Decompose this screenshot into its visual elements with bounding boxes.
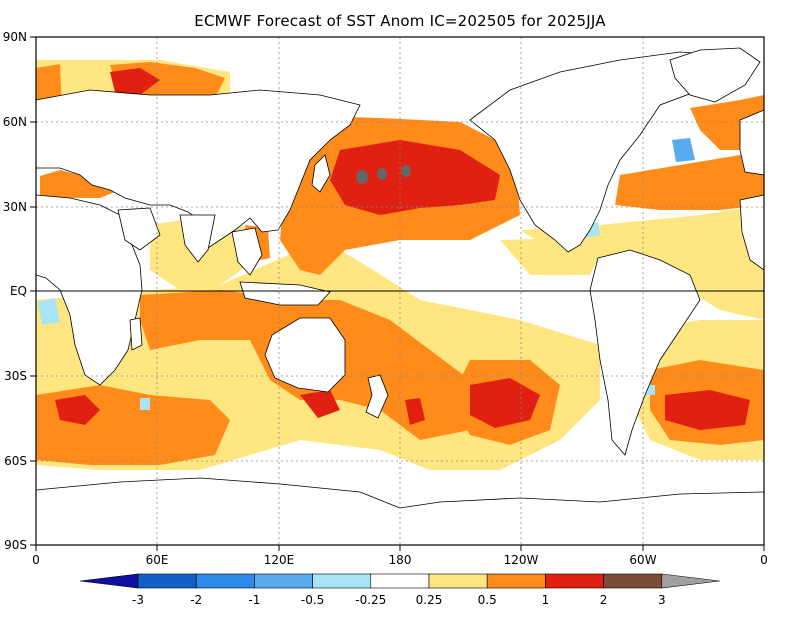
indonesia — [239, 281, 331, 306]
colorbar-swatch — [545, 573, 604, 589]
greenland — [669, 47, 761, 103]
colorbar-tick-label: -0.25 — [355, 593, 386, 607]
colorbar-tick-label: 0.5 — [478, 593, 497, 607]
colorbar-tick-label: 3 — [658, 593, 666, 607]
colorbar-tick-label: 2 — [600, 593, 608, 607]
colorbar-tick-label: 0.25 — [416, 593, 443, 607]
japan — [311, 154, 331, 193]
north-america — [469, 51, 721, 253]
map-title: ECMWF Forecast of SST Anom IC=202505 for… — [194, 12, 606, 30]
southeast-asia — [231, 227, 263, 276]
colorbar-swatch — [370, 573, 430, 589]
lat-label-30n: 30N — [3, 200, 27, 214]
colorbar-arrow-low — [79, 573, 139, 589]
madagascar — [129, 317, 143, 351]
colorbar-tick-label: -0.5 — [301, 593, 324, 607]
arabia — [117, 207, 161, 251]
lon-label-120e: 120E — [264, 553, 295, 567]
antarctica — [36, 477, 764, 545]
africa — [36, 194, 143, 386]
lon-label-60e: 60E — [146, 553, 169, 567]
lon-label-120w: 120W — [504, 553, 539, 567]
lon-label-60w: 60W — [629, 553, 656, 567]
india — [179, 214, 216, 263]
colorbar-swatch — [195, 573, 255, 589]
lat-label-60n: 60N — [3, 115, 27, 129]
lat-label-eq: EQ — [10, 284, 27, 298]
colorbar-tick-label: -2 — [190, 593, 202, 607]
australia — [264, 317, 346, 393]
tick-marks — [30, 36, 765, 551]
lat-label-90s: 90S — [4, 538, 27, 552]
anomaly-strong-regions — [55, 68, 750, 430]
colorbar-tick-label: 1 — [542, 593, 550, 607]
lat-label-30s: 30S — [4, 369, 27, 383]
lon-label-0: 0 — [32, 553, 40, 567]
colorbar-swatch — [312, 573, 372, 589]
gridlines — [36, 37, 764, 545]
colorbar-arrow-high — [661, 573, 720, 589]
colorbar-tick-label: -3 — [132, 593, 144, 607]
lon-label-180: 180 — [389, 553, 412, 567]
europe-west — [739, 109, 764, 176]
colorbar-swatch — [254, 573, 313, 589]
lon-label-0-east: 0 — [760, 553, 768, 567]
new-zealand — [365, 374, 389, 419]
africa-west — [739, 194, 764, 271]
latitude-labels: 90N 60N 30N EQ 30S 60S 90S — [3, 30, 27, 552]
colorbar-swatch — [428, 573, 488, 589]
lat-label-90n: 90N — [3, 30, 27, 44]
colorbar: -3 -2 -1 -0.5 -0.25 0.25 0.5 1 2 3 — [79, 573, 720, 607]
anomaly-field — [36, 37, 764, 545]
south-america — [589, 249, 701, 456]
longitude-labels: 0 60E 120E 180 120W 60W 0 — [32, 553, 768, 567]
lat-label-60s: 60S — [4, 454, 27, 468]
colorbar-swatch — [603, 573, 663, 589]
colorbar-tick-label: -1 — [248, 593, 260, 607]
anomaly-extreme-spots — [356, 165, 411, 184]
colorbar-swatch — [137, 573, 197, 589]
colorbar-swatch — [486, 573, 546, 589]
